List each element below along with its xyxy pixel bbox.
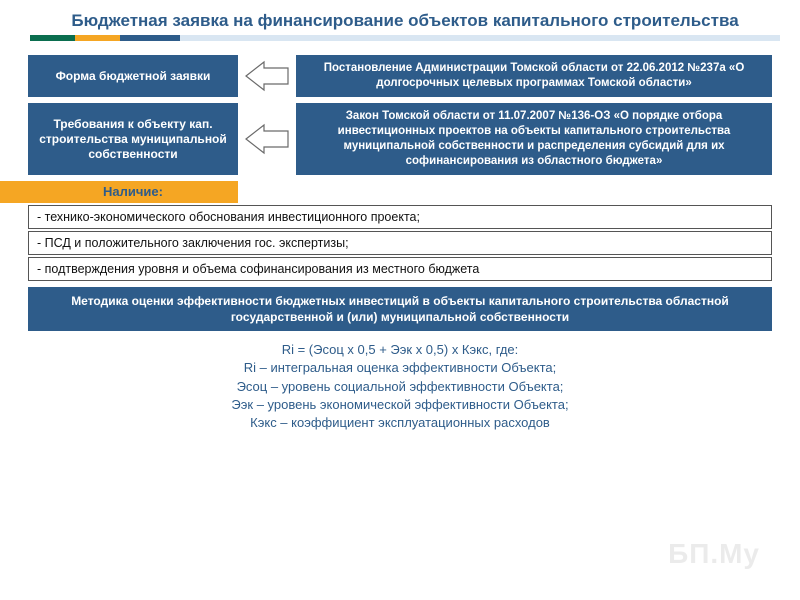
arrow-left-icon <box>244 121 290 157</box>
stripe-seg-3 <box>120 35 180 41</box>
nalichie-label: Наличие: <box>103 184 163 199</box>
requirements-list: - технико-экономического обоснования инв… <box>28 205 772 281</box>
formula-line: Ri – интегральная оценка эффективности О… <box>28 359 772 377</box>
list-item: - подтверждения уровня и объема софинанс… <box>28 257 772 281</box>
nalichie-section: Наличие: <box>28 181 772 203</box>
row-2: Требования к объекту кап. строительства … <box>28 103 772 175</box>
row-1: Форма бюджетной заявки Постановление Адм… <box>28 55 772 97</box>
row2-left-box: Требования к объекту кап. строительства … <box>28 103 238 175</box>
stripe-seg-2 <box>75 35 120 41</box>
row2-arrow <box>238 103 296 175</box>
stripe-seg-1 <box>30 35 75 41</box>
formula-block: Ri = (Эсоц х 0,5 + Ээк х 0,5) х Кэкс, гд… <box>28 341 772 432</box>
list-item: - ПСД и положительного заключения гос. э… <box>28 231 772 255</box>
content-area: Форма бюджетной заявки Постановление Адм… <box>0 47 800 432</box>
formula-line: Кэкс – коэффициент эксплуатационных расх… <box>28 414 772 432</box>
formula-line: Ээк – уровень экономической эффективност… <box>28 396 772 414</box>
row1-right-box: Постановление Администрации Томской обла… <box>296 55 772 97</box>
title-bar: Бюджетная заявка на финансирование объек… <box>0 0 800 47</box>
row1-arrow <box>238 55 296 97</box>
formula-line: Эсоц – уровень социальной эффективности … <box>28 378 772 396</box>
accent-stripe <box>30 35 780 41</box>
watermark: БП.My <box>668 538 760 570</box>
nalichie-bar: Наличие: <box>28 181 238 203</box>
row1-left-box: Форма бюджетной заявки <box>28 55 238 97</box>
row2-right-box: Закон Томской области от 11.07.2007 №136… <box>296 103 772 175</box>
list-item: - технико-экономического обоснования инв… <box>28 205 772 229</box>
page-title: Бюджетная заявка на финансирование объек… <box>30 10 780 31</box>
formula-line: Ri = (Эсоц х 0,5 + Ээк х 0,5) х Кэкс, гд… <box>28 341 772 359</box>
arrow-left-icon <box>244 58 290 94</box>
stripe-seg-4 <box>180 35 780 41</box>
method-box: Методика оценки эффективности бюджетных … <box>28 287 772 331</box>
